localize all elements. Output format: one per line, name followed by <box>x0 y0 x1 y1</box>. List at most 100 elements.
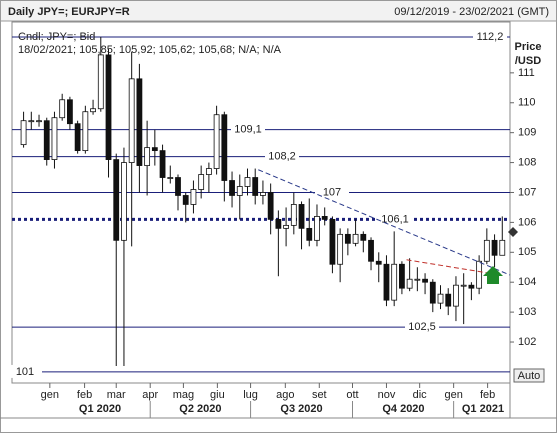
y-label: /USD <box>515 55 541 67</box>
candle-body <box>275 218 282 229</box>
candle-body <box>136 78 143 166</box>
level-label-bg <box>473 29 507 43</box>
candle-body <box>59 99 66 119</box>
x-tick-label: nov <box>378 389 396 401</box>
y-label: Price <box>515 41 542 53</box>
level-label: 108,2 <box>268 150 296 162</box>
candle-body <box>360 233 367 241</box>
candle-body <box>344 233 351 244</box>
x-tick-label: gen <box>41 389 59 401</box>
candle-body <box>283 224 289 229</box>
y-tick-label: 110 <box>518 97 536 109</box>
candle-body <box>476 260 483 289</box>
candle-body <box>28 120 35 123</box>
candle-body <box>267 192 274 220</box>
x-tick-label: apr <box>142 389 158 401</box>
candle-body <box>399 263 405 289</box>
candle-body <box>151 147 158 152</box>
x-tick-label: feb <box>77 389 92 401</box>
candle-body <box>321 216 328 220</box>
x-tick-label: set <box>312 389 327 401</box>
y-tick-label: 103 <box>518 306 536 318</box>
x-tick-label: ott <box>346 389 358 401</box>
quarter-label: Q3 2020 <box>280 403 322 415</box>
candle-body <box>460 284 467 287</box>
candle-body <box>198 174 205 190</box>
candle-body <box>429 281 436 304</box>
y-tick-label: 106 <box>518 216 536 228</box>
x-tick-label: giu <box>210 389 225 401</box>
candle-body <box>144 147 151 166</box>
x-tick-label: gen <box>444 389 462 401</box>
plot: 102 103 104 105 106 107 108 109 110 111 gen feb mar a… <box>8 29 536 418</box>
level-label-bg <box>315 185 349 199</box>
level-label: 109,1 <box>234 124 262 136</box>
candle-body <box>468 284 475 289</box>
candle-body <box>113 159 120 241</box>
y-tick-label: 105 <box>518 246 536 258</box>
legend-line: 18/02/2021; 105,85; 105,92; 105,62; 105,… <box>18 44 282 56</box>
candle-body <box>74 123 81 152</box>
level-label: 112,2 <box>477 31 504 43</box>
candle-body <box>491 239 498 256</box>
candle-body <box>499 239 506 256</box>
level-label: 107 <box>323 186 341 198</box>
y-tick-label: 107 <box>518 186 536 198</box>
candle-body <box>406 278 413 289</box>
candle-body <box>229 180 235 196</box>
candle-body <box>383 263 390 301</box>
header-bar <box>1 1 556 21</box>
candle-body <box>260 192 266 196</box>
header-range: 09/12/2019 - 23/02/2021 (GMT) <box>394 6 549 18</box>
level-label: 101 <box>16 366 34 378</box>
candle-body <box>213 114 220 169</box>
x-tick-label: feb <box>480 389 495 401</box>
candle-body <box>221 114 228 181</box>
candle-body <box>67 99 73 125</box>
level-label-bg <box>405 320 439 334</box>
level-label-bg <box>378 212 412 226</box>
level-label-bg <box>231 122 265 136</box>
x-tick-label: dic <box>413 389 428 401</box>
candle-body <box>159 150 166 178</box>
candle-body <box>298 204 305 229</box>
auto-button[interactable] <box>513 368 545 383</box>
candle-body <box>422 278 428 283</box>
level-label: 102,5 <box>408 321 436 333</box>
trendline <box>258 169 511 276</box>
level-label-bg <box>265 149 299 163</box>
candle-body <box>90 108 96 113</box>
y-tick-label: 104 <box>518 276 536 288</box>
candle-body <box>43 120 50 160</box>
candle-body <box>36 120 42 123</box>
quarter-label: Q4 2020 <box>382 403 424 415</box>
level-label-bg <box>8 364 42 378</box>
candle-body <box>175 177 181 196</box>
y-tick-label: 111 <box>518 67 535 79</box>
level-label: 106,1 <box>381 213 409 225</box>
y-tick-label: 109 <box>518 127 536 139</box>
candle-body <box>51 117 58 160</box>
candle-body <box>97 54 104 110</box>
legend-line: Cndl; JPY=; Bid <box>18 31 95 43</box>
candle-body <box>167 177 174 179</box>
x-tick-label: lug <box>243 389 258 401</box>
candle-body <box>244 177 251 187</box>
auto-button-label[interactable]: Auto <box>518 370 541 382</box>
candle-body <box>445 293 452 307</box>
candle-body <box>368 239 374 262</box>
x-tick-label: mar <box>107 389 126 401</box>
header-title: Daily JPY=; EURJPY=R <box>8 6 130 18</box>
last-price-marker <box>508 227 518 237</box>
candle-body <box>182 195 189 205</box>
quarter-label: Q1 2020 <box>79 403 121 415</box>
x-tick-label: ago <box>276 389 294 401</box>
candle-body <box>337 233 344 265</box>
candle-body <box>121 162 127 241</box>
candle-body <box>306 227 313 241</box>
candle-body <box>437 293 444 304</box>
candle-body <box>453 284 459 307</box>
quarter-label: Q2 2020 <box>179 403 221 415</box>
